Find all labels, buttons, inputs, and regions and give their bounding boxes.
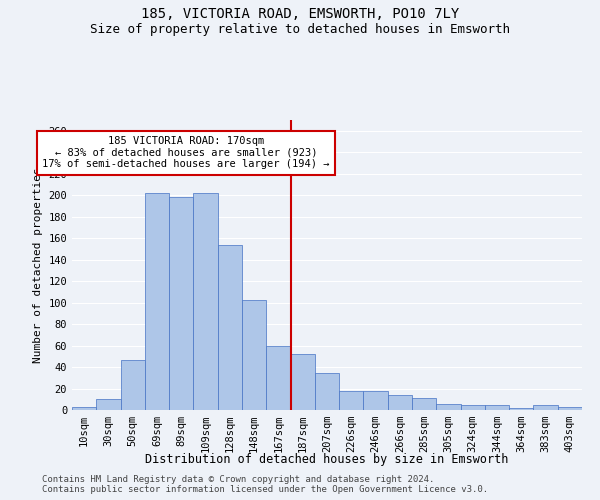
Bar xyxy=(412,398,436,410)
Bar xyxy=(242,300,266,410)
Bar xyxy=(290,354,315,410)
Bar xyxy=(533,404,558,410)
Bar xyxy=(96,400,121,410)
Bar xyxy=(509,408,533,410)
Bar xyxy=(485,404,509,410)
Bar xyxy=(169,198,193,410)
Bar xyxy=(364,390,388,410)
Text: 185 VICTORIA ROAD: 170sqm
← 83% of detached houses are smaller (923)
17% of semi: 185 VICTORIA ROAD: 170sqm ← 83% of detac… xyxy=(43,136,330,170)
Bar xyxy=(388,395,412,410)
Bar xyxy=(339,390,364,410)
Text: Distribution of detached houses by size in Emsworth: Distribution of detached houses by size … xyxy=(145,452,509,466)
Bar xyxy=(436,404,461,410)
Text: 185, VICTORIA ROAD, EMSWORTH, PO10 7LY: 185, VICTORIA ROAD, EMSWORTH, PO10 7LY xyxy=(141,8,459,22)
Bar xyxy=(558,407,582,410)
Bar xyxy=(121,360,145,410)
Bar xyxy=(461,404,485,410)
Bar xyxy=(315,374,339,410)
Bar xyxy=(193,193,218,410)
Y-axis label: Number of detached properties: Number of detached properties xyxy=(33,167,43,363)
Text: Size of property relative to detached houses in Emsworth: Size of property relative to detached ho… xyxy=(90,22,510,36)
Text: Contains public sector information licensed under the Open Government Licence v3: Contains public sector information licen… xyxy=(42,485,488,494)
Bar xyxy=(145,193,169,410)
Bar xyxy=(266,346,290,410)
Text: Contains HM Land Registry data © Crown copyright and database right 2024.: Contains HM Land Registry data © Crown c… xyxy=(42,475,434,484)
Bar xyxy=(218,244,242,410)
Bar xyxy=(72,407,96,410)
